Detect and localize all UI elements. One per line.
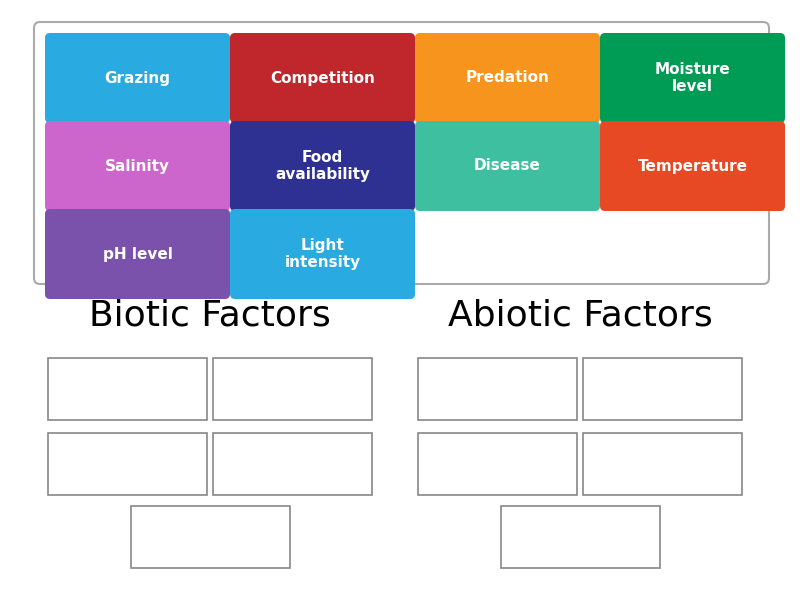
Text: Light
intensity: Light intensity	[285, 238, 361, 270]
FancyBboxPatch shape	[230, 209, 415, 299]
FancyBboxPatch shape	[45, 209, 230, 299]
FancyBboxPatch shape	[418, 358, 577, 420]
FancyBboxPatch shape	[600, 121, 785, 211]
FancyBboxPatch shape	[34, 22, 769, 284]
Text: Moisture
level: Moisture level	[654, 62, 730, 94]
FancyBboxPatch shape	[415, 121, 600, 211]
FancyBboxPatch shape	[230, 121, 415, 211]
Text: Salinity: Salinity	[105, 158, 170, 173]
Text: Abiotic Factors: Abiotic Factors	[448, 298, 712, 332]
FancyBboxPatch shape	[600, 33, 785, 123]
FancyBboxPatch shape	[130, 506, 290, 568]
FancyBboxPatch shape	[415, 33, 600, 123]
Text: Food
availability: Food availability	[275, 150, 370, 182]
FancyBboxPatch shape	[45, 33, 230, 123]
FancyBboxPatch shape	[583, 433, 742, 495]
FancyBboxPatch shape	[48, 358, 207, 420]
FancyBboxPatch shape	[230, 33, 415, 123]
Text: Competition: Competition	[270, 70, 375, 85]
FancyBboxPatch shape	[583, 358, 742, 420]
Text: Predation: Predation	[466, 70, 550, 85]
FancyBboxPatch shape	[213, 433, 372, 495]
Text: pH level: pH level	[102, 247, 173, 262]
Text: Biotic Factors: Biotic Factors	[89, 298, 331, 332]
FancyBboxPatch shape	[213, 358, 372, 420]
Text: Grazing: Grazing	[105, 70, 170, 85]
Text: Temperature: Temperature	[638, 158, 747, 173]
FancyBboxPatch shape	[418, 433, 577, 495]
FancyBboxPatch shape	[501, 506, 659, 568]
Text: Disease: Disease	[474, 158, 541, 173]
FancyBboxPatch shape	[48, 433, 207, 495]
FancyBboxPatch shape	[45, 121, 230, 211]
